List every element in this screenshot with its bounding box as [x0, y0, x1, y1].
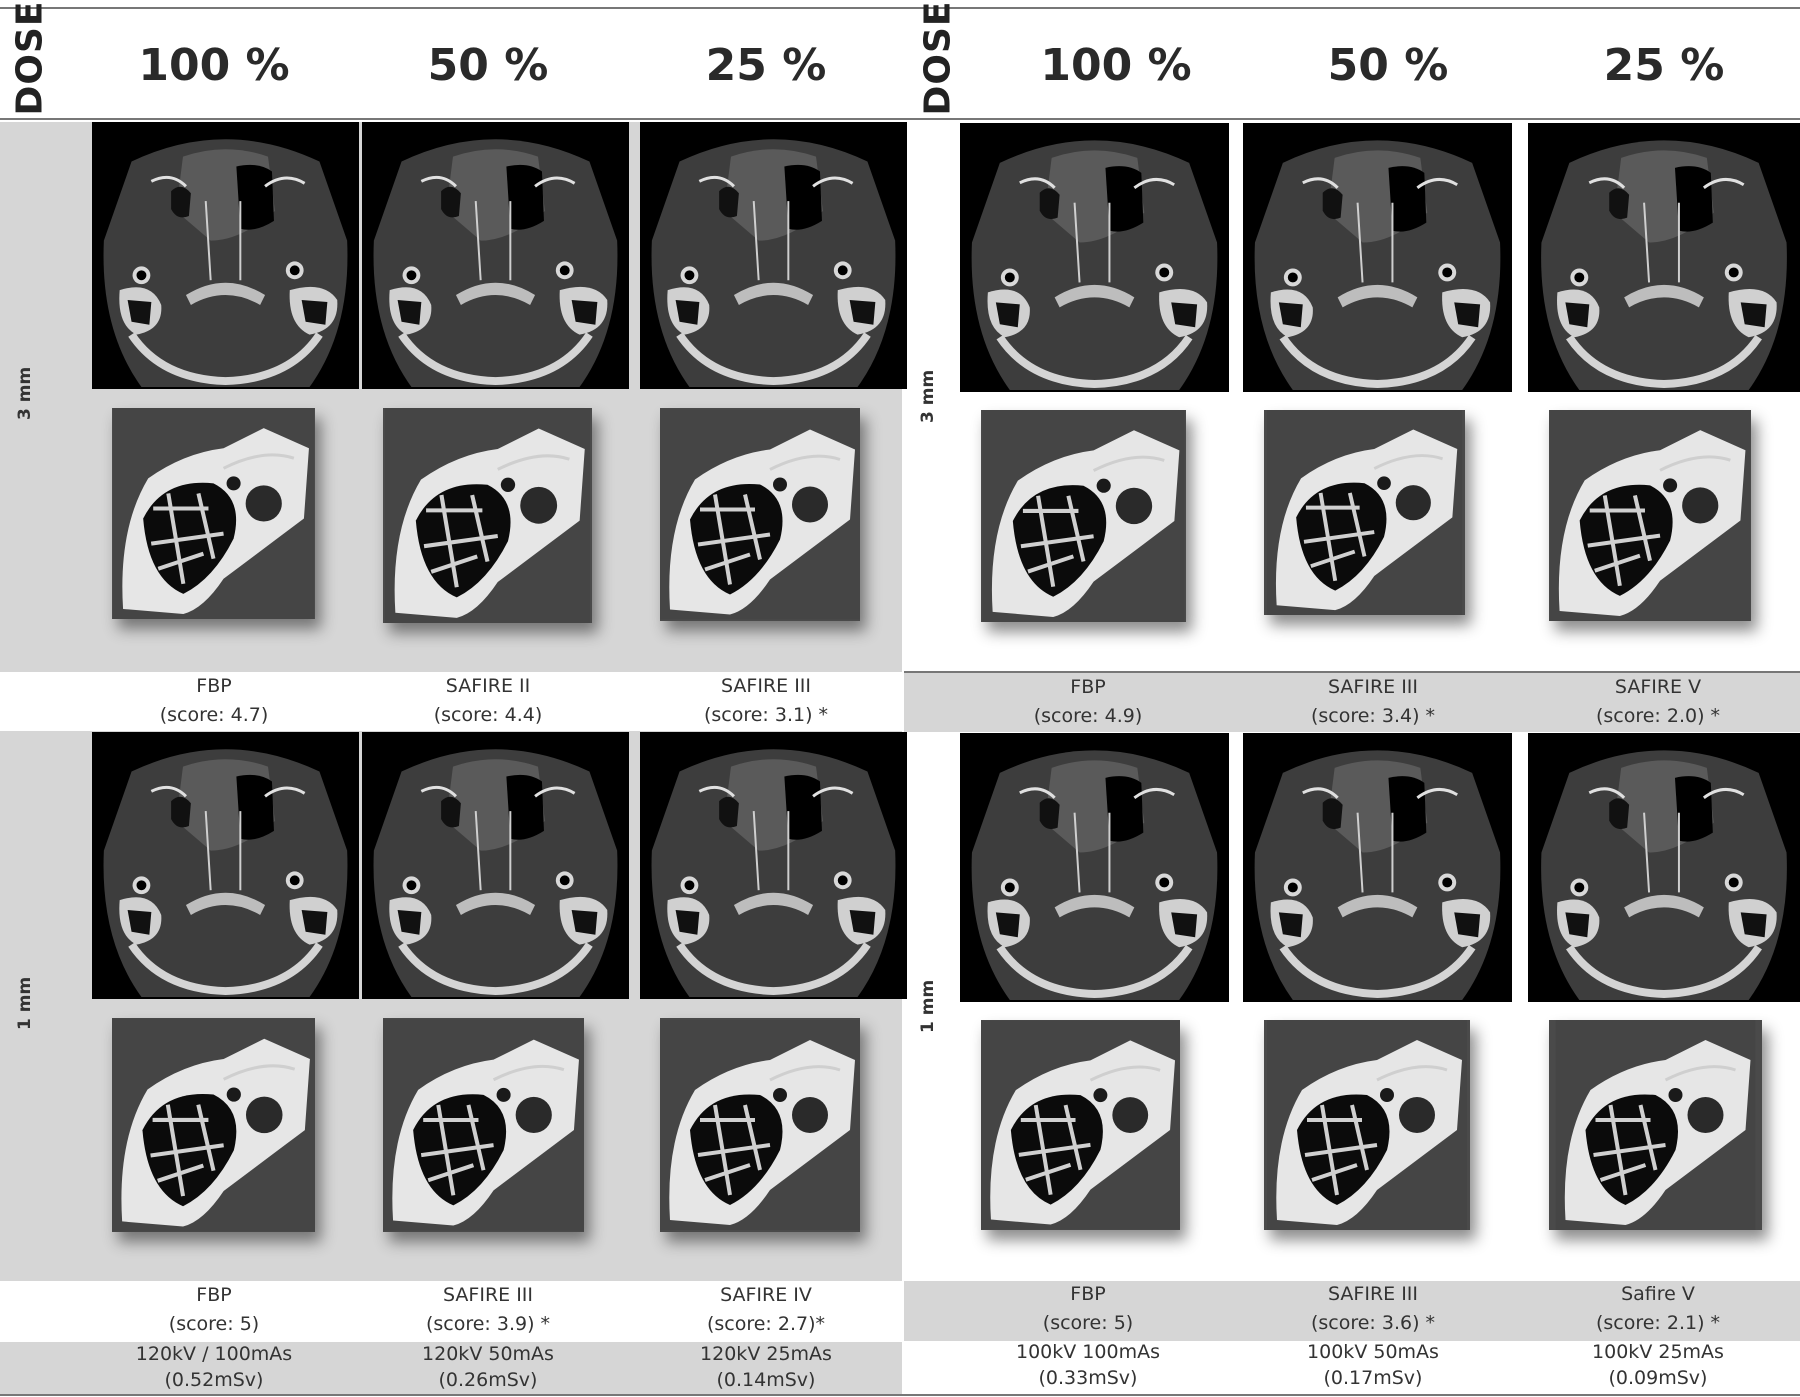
score-label: (score: 3.9) *	[425, 1313, 551, 1335]
left-protocol-1: 120kV / 100mAs (0.52mSv)	[84, 1341, 344, 1393]
right-protocol-2: 100kV 50mAs (0.17mSv)	[1243, 1339, 1503, 1391]
method-label: SAFIRE II	[445, 675, 531, 697]
right-1mm-caption-3: Safire V (score: 2.1) *	[1528, 1280, 1788, 1338]
protocol-settings: 120kV / 100mAs	[135, 1343, 293, 1365]
protocol-settings: 120kV 50mAs	[422, 1343, 554, 1365]
left-row-label-1mm: 1 mm	[15, 976, 35, 1030]
ct-zoom-image	[981, 410, 1186, 622]
right-dose-100: 100 %	[1040, 40, 1192, 91]
left-1mm-caption-2: SAFIRE III (score: 3.9) *	[358, 1281, 618, 1339]
right-row-label-3mm: 3 mm	[918, 369, 938, 423]
method-label: FBP	[196, 675, 232, 697]
left-dose-100: 100 %	[138, 40, 290, 91]
protocol-dose: (0.14mSv)	[716, 1369, 816, 1391]
method-label: SAFIRE III	[1328, 676, 1418, 698]
left-dose-25: 25 %	[705, 40, 827, 91]
score-label: (score: 2.7)*	[706, 1313, 826, 1335]
method-label: SAFIRE III	[721, 675, 811, 697]
ct-zoom-image	[1549, 410, 1751, 621]
ct-zoom-image	[112, 1018, 315, 1232]
protocol-settings: 100kV 25mAs	[1592, 1341, 1724, 1363]
score-label: (score: 5)	[168, 1313, 260, 1335]
ct-axial-image	[960, 123, 1229, 392]
right-protocol-1: 100kV 100mAs (0.33mSv)	[958, 1339, 1218, 1391]
right-3mm-caption-1: FBP (score: 4.9)	[958, 673, 1218, 731]
right-dose-50: 50 %	[1327, 40, 1449, 91]
score-label: (score: 4.7)	[159, 704, 269, 726]
left-1mm-caption-1: FBP (score: 5)	[84, 1281, 344, 1339]
right-1mm-caption-1: FBP (score: 5)	[958, 1280, 1218, 1338]
ct-zoom-image	[1264, 410, 1465, 615]
ct-axial-image	[1528, 733, 1800, 1002]
left-3mm-caption-2: SAFIRE II (score: 4.4)	[358, 672, 618, 730]
right-row-label-1mm: 1 mm	[918, 979, 938, 1033]
protocol-dose: (0.09mSv)	[1608, 1367, 1708, 1389]
right-1mm-caption-2: SAFIRE III (score: 3.6) *	[1243, 1280, 1503, 1338]
ct-zoom-image	[383, 1018, 584, 1232]
header-divider	[0, 118, 1800, 120]
left-protocol-3: 120kV 25mAs (0.14mSv)	[636, 1341, 896, 1393]
method-label: SAFIRE III	[1328, 1283, 1418, 1305]
protocol-dose: (0.33mSv)	[1038, 1367, 1138, 1389]
method-label: FBP	[1070, 676, 1106, 698]
score-label: (score: 5)	[1042, 1312, 1134, 1334]
method-label: SAFIRE V	[1614, 676, 1702, 698]
top-border	[0, 7, 1800, 9]
right-dose-25: 25 %	[1603, 40, 1725, 91]
right-row-divider	[904, 671, 1800, 673]
ct-axial-image	[1528, 123, 1800, 392]
ct-axial-image	[1243, 733, 1512, 1002]
score-label: (score: 2.0) *	[1595, 705, 1721, 727]
bottom-border	[0, 1394, 1800, 1396]
ct-axial-image	[960, 733, 1229, 1002]
ct-zoom-image	[981, 1020, 1180, 1230]
score-label: (score: 3.1) *	[703, 704, 829, 726]
ct-zoom-image	[1549, 1020, 1762, 1230]
ct-axial-image	[362, 122, 629, 389]
ct-zoom-image	[112, 408, 315, 619]
protocol-dose: (0.26mSv)	[438, 1369, 538, 1391]
ct-zoom-image	[1264, 1020, 1470, 1230]
protocol-settings: 120kV 25mAs	[700, 1343, 832, 1365]
score-label: (score: 2.1) *	[1595, 1312, 1721, 1334]
right-3mm-caption-2: SAFIRE III (score: 3.4) *	[1243, 673, 1503, 731]
ct-axial-image	[362, 732, 629, 999]
right-3mm-caption-3: SAFIRE V (score: 2.0) *	[1528, 673, 1788, 731]
ct-zoom-image	[660, 1018, 860, 1232]
ct-zoom-image	[383, 408, 592, 623]
ct-axial-image	[92, 732, 359, 999]
left-dose-50: 50 %	[427, 40, 549, 91]
left-3mm-caption-1: FBP (score: 4.7)	[84, 672, 344, 730]
protocol-settings: 100kV 50mAs	[1307, 1341, 1439, 1363]
method-label: FBP	[1070, 1283, 1106, 1305]
left-3mm-caption-3: SAFIRE III (score: 3.1) *	[636, 672, 896, 730]
protocol-settings: 100kV 100mAs	[1016, 1341, 1160, 1363]
method-label: SAFIRE III	[443, 1284, 533, 1306]
ct-axial-image	[640, 122, 907, 389]
protocol-dose: (0.17mSv)	[1323, 1367, 1423, 1389]
method-label: Safire V	[1621, 1283, 1695, 1305]
right-dose-header: DOSE	[917, 0, 959, 116]
method-label: FBP	[196, 1284, 232, 1306]
left-dose-header: DOSE	[9, 0, 51, 116]
score-label: (score: 3.4) *	[1310, 705, 1436, 727]
left-row-label-3mm: 3 mm	[15, 366, 35, 420]
right-3mm-caption-background	[904, 672, 1800, 732]
left-1mm-caption-3: SAFIRE IV (score: 2.7)*	[636, 1281, 896, 1339]
ct-axial-image	[1243, 123, 1512, 392]
score-label: (score: 4.9)	[1033, 705, 1143, 727]
ct-axial-image	[640, 732, 907, 999]
ct-zoom-image	[660, 408, 860, 621]
right-1mm-caption-background	[904, 1281, 1800, 1341]
right-protocol-3: 100kV 25mAs (0.09mSv)	[1528, 1339, 1788, 1391]
left-protocol-background	[0, 1342, 902, 1395]
score-label: (score: 3.6) *	[1310, 1312, 1436, 1334]
ct-axial-image	[92, 122, 359, 389]
protocol-dose: (0.52mSv)	[164, 1369, 264, 1391]
method-label: SAFIRE IV	[720, 1284, 812, 1306]
left-protocol-2: 120kV 50mAs (0.26mSv)	[358, 1341, 618, 1393]
score-label: (score: 4.4)	[433, 704, 543, 726]
